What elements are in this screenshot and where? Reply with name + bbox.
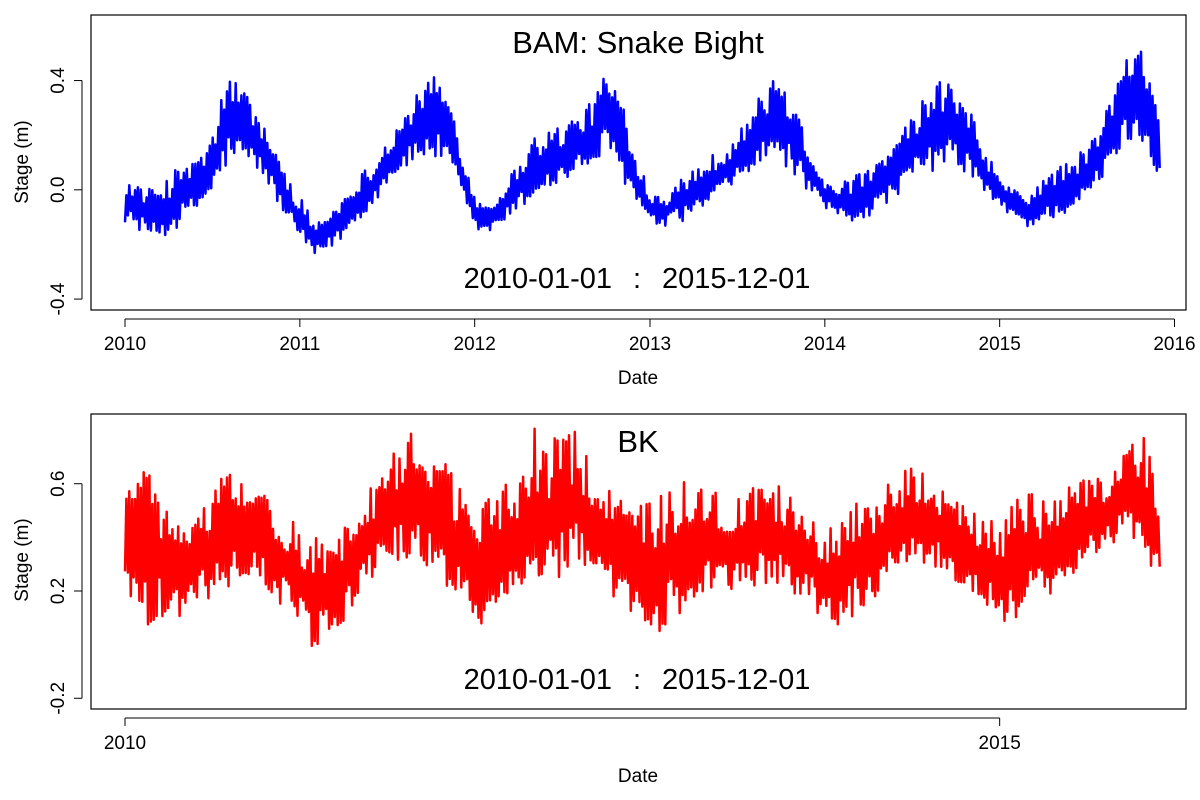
y-tick-label-bottom-0: -0.2: [48, 682, 69, 715]
y-tick-label-top-2: 0.4: [48, 67, 69, 94]
series-line-top-0: [123, 50, 1161, 255]
date-range-separator-top: :: [633, 263, 641, 295]
x-tick-label-top-2013: 2013: [629, 334, 671, 355]
series-line-bottom-0: [123, 427, 1161, 648]
date-range-end-bottom: 2015-12-01: [662, 664, 810, 696]
date-range-separator-bottom: :: [633, 664, 641, 696]
panel-top: BAM: Snake Bight 2010-01-01 : 2015-12-01…: [12, 14, 1196, 389]
x-axis-title-bottom: Date: [618, 766, 658, 787]
date-range-start-top: 2010-01-01: [464, 263, 612, 295]
y-tick-label-top-1: 0.0: [48, 177, 69, 203]
x-axis-bottom: 2010 2015: [104, 717, 1021, 754]
x-axis-title-top: Date: [618, 368, 658, 389]
x-tick-label-top-2016: 2016: [1153, 334, 1195, 355]
x-axis-top: 2010 2011 2012 2013 2014 2015 2016: [104, 318, 1196, 355]
panel-bottom: BK 2010-01-01 : 2015-12-01 2010 2015 -0.2…: [12, 413, 1187, 787]
date-range-end-top: 2015-12-01: [662, 263, 810, 295]
plot-area-top: [123, 50, 1161, 255]
y-axis-bottom: -0.2 0.2 0.6: [48, 471, 83, 715]
x-tick-label-top-2011: 2011: [279, 334, 320, 355]
y-tick-label-bottom-1: 0.2: [48, 578, 69, 604]
panel-title-top: BAM: Snake Bight: [512, 25, 764, 60]
date-range-annotation-bottom: 2010-01-01 : 2015-12-01: [464, 664, 811, 696]
x-tick-label-bottom-2010: 2010: [104, 733, 146, 754]
plot-frame-top: [90, 14, 1187, 311]
y-axis-title-top: Stage (m): [12, 120, 33, 203]
y-tick-label-top-0: -0.4: [48, 282, 69, 315]
y-axis-title-bottom: Stage (m): [12, 518, 33, 601]
x-tick-label-top-2010: 2010: [104, 334, 146, 355]
date-range-annotation-top: 2010-01-01 : 2015-12-01: [464, 263, 811, 295]
y-tick-label-bottom-2: 0.6: [48, 471, 69, 497]
x-tick-label-bottom-2015: 2015: [979, 733, 1021, 754]
x-tick-label-top-2015: 2015: [979, 334, 1021, 355]
x-tick-label-top-2012: 2012: [454, 334, 496, 355]
x-tick-label-top-2014: 2014: [804, 334, 847, 355]
plot-frame-bottom: [90, 413, 1187, 710]
y-axis-top: -0.4 0.0 0.4: [48, 67, 83, 315]
panel-title-bottom: BK: [617, 424, 659, 459]
date-range-start-bottom: 2010-01-01: [464, 664, 612, 696]
plot-area-bottom: [123, 427, 1161, 648]
